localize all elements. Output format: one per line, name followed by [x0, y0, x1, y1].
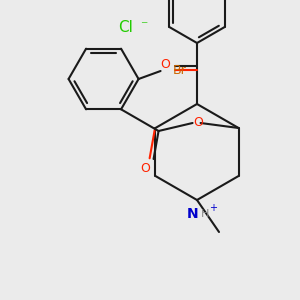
Text: O: O	[141, 163, 151, 176]
Text: O: O	[194, 116, 203, 128]
Text: H: H	[201, 209, 209, 219]
Text: Cl: Cl	[118, 20, 133, 35]
Text: Br: Br	[172, 64, 186, 77]
Text: +: +	[209, 203, 217, 213]
Text: N: N	[187, 207, 199, 221]
Text: ⁻: ⁻	[140, 19, 147, 33]
Text: O: O	[160, 58, 170, 71]
